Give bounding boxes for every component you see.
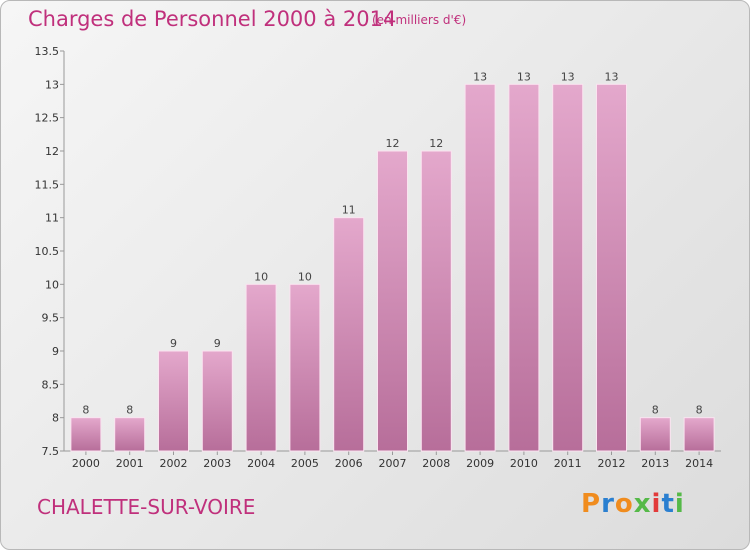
x-tick-label: 2005 — [291, 457, 319, 470]
x-tick-label: 2012 — [598, 457, 626, 470]
y-tick-label: 11.5 — [35, 178, 60, 191]
y-tick-label: 8 — [52, 412, 59, 425]
bar-2008 — [420, 150, 452, 452]
x-tick-label: 2011 — [554, 457, 582, 470]
x-tick-label: 2007 — [379, 457, 407, 470]
bar-value-label: 10 — [254, 270, 268, 283]
bar-value-label: 8 — [126, 404, 133, 417]
bar-value-label: 13 — [517, 70, 531, 83]
bar-2000 — [70, 417, 102, 452]
y-tick-label: 10 — [45, 278, 59, 291]
chart-unit: (en milliers d'€) — [372, 13, 467, 27]
y-tick-label: 9 — [52, 345, 59, 358]
x-tick-label: 2009 — [466, 457, 494, 470]
bar-2007 — [377, 150, 408, 452]
y-tick-label: 12 — [45, 145, 59, 158]
logo-letter: i — [674, 489, 685, 519]
bar-2011 — [552, 83, 584, 452]
bar-value-label: 11 — [342, 204, 356, 217]
logo-letter: x — [633, 489, 652, 519]
y-tick-label: 10.5 — [35, 245, 60, 258]
bar-2010 — [508, 83, 540, 452]
bar-2013 — [639, 417, 671, 452]
chart-title: Charges de Personnel 2000 à 2014 — [28, 7, 397, 31]
x-tick-label: 2000 — [72, 457, 100, 470]
x-tick-label: 2003 — [203, 457, 231, 470]
bar-2002 — [158, 350, 189, 452]
bar-value-label: 9 — [214, 337, 221, 350]
logo-letter: t — [661, 489, 675, 519]
bar-2014 — [683, 417, 715, 452]
bar-2003 — [201, 350, 233, 452]
y-tick-label: 8.5 — [42, 378, 60, 391]
y-tick-label: 11 — [45, 212, 59, 225]
x-tick-label: 2004 — [247, 457, 275, 470]
bar-value-label: 8 — [696, 404, 703, 417]
x-tick-label: 2014 — [685, 457, 713, 470]
commune-name: CHALETTE-SUR-VOIRE — [37, 495, 256, 519]
bar-2009 — [464, 83, 496, 452]
y-tick-label: 13.5 — [35, 45, 60, 58]
bar-value-label: 9 — [170, 337, 177, 350]
logo-letter: i — [651, 489, 662, 519]
bar-2005 — [289, 283, 321, 452]
logo-letter: r — [601, 489, 615, 519]
bar-value-label: 12 — [386, 137, 400, 150]
bar-2006 — [333, 217, 365, 452]
bar-2001 — [114, 417, 146, 452]
y-tick-label: 9.5 — [42, 312, 60, 325]
x-tick-label: 2008 — [422, 457, 450, 470]
bar-value-label: 10 — [298, 270, 312, 283]
bar-2004 — [245, 283, 277, 452]
bar-value-label: 13 — [561, 70, 575, 83]
bar-value-label: 8 — [652, 404, 659, 417]
y-tick-label: 13 — [45, 78, 59, 91]
x-tick-label: 2001 — [116, 457, 144, 470]
x-tick-label: 2006 — [335, 457, 363, 470]
bar-2012 — [596, 83, 627, 452]
bar-value-label: 13 — [605, 70, 619, 83]
x-tick-label: 2010 — [510, 457, 538, 470]
y-tick-label: 12.5 — [35, 112, 60, 125]
x-tick-label: 2013 — [641, 457, 669, 470]
logo-letter: P — [581, 489, 602, 519]
bar-value-label: 8 — [82, 404, 89, 417]
y-tick-label: 7.5 — [42, 445, 60, 458]
logo-letter: o — [614, 489, 634, 519]
x-tick-label: 2002 — [160, 457, 188, 470]
bar-value-label: 13 — [473, 70, 487, 83]
proxiti-logo[interactable]: Proxiti — [581, 489, 685, 519]
bar-value-label: 12 — [429, 137, 443, 150]
